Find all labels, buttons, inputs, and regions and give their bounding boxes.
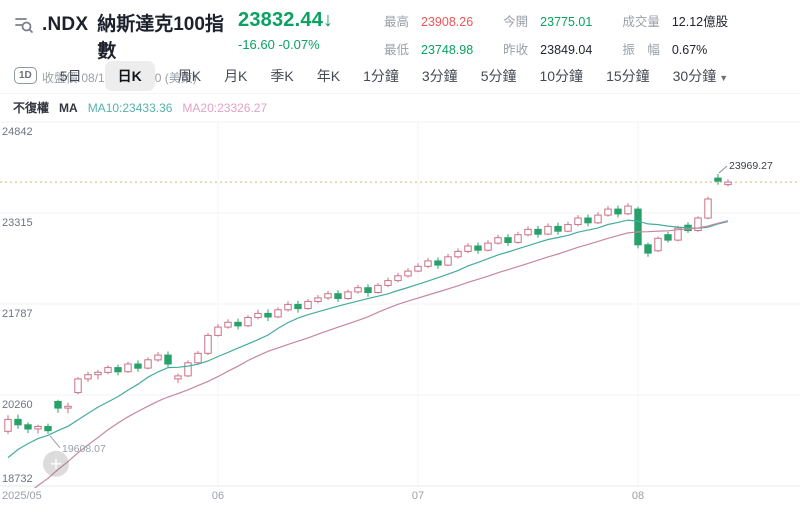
indicator-bar: 不復權 MA MA10:23433.36 MA20:23326.27 xyxy=(0,94,800,116)
svg-text:23315: 23315 xyxy=(2,217,33,229)
tab-季K[interactable]: 季K xyxy=(270,67,294,84)
svg-text:20260: 20260 xyxy=(2,399,33,411)
quote-header: .NDX 納斯達克100指數 收盤價 08/14 16:00:00 (美東) 2… xyxy=(0,0,800,85)
ticker-symbol: .NDX xyxy=(42,14,89,35)
svg-text:23969.27: 23969.27 xyxy=(729,160,773,172)
last-price: 23832.44↓ xyxy=(238,9,334,31)
svg-text:24842: 24842 xyxy=(2,126,33,138)
high-annotation: 23969.27 xyxy=(718,160,773,174)
svg-text:08: 08 xyxy=(632,490,644,502)
tab-周K[interactable]: 周K xyxy=(177,67,202,84)
tab-年K[interactable]: 年K xyxy=(316,67,341,84)
svg-text:07: 07 xyxy=(412,490,424,502)
candles xyxy=(4,174,732,435)
tab-月K[interactable]: 月K xyxy=(224,67,248,84)
tab-5分鐘[interactable]: 5分鐘 xyxy=(480,67,517,84)
ma10-value: MA10:23433.36 xyxy=(87,100,173,115)
low-annotation: 19608.07 xyxy=(43,435,106,477)
tab-5日[interactable]: 5日 xyxy=(59,67,82,84)
tab-1分鐘[interactable]: 1分鐘 xyxy=(363,67,399,84)
tab-15分鐘[interactable]: 15分鐘 xyxy=(606,67,650,84)
stat-prev-close: 昨收 23849.04 xyxy=(503,43,593,57)
tab-30分鐘[interactable]: 30分鐘 ▼ xyxy=(672,67,729,84)
stat-amplitude: 振 幅 0.67% xyxy=(622,43,708,57)
tab-3分鐘[interactable]: 3分鐘 xyxy=(421,67,458,84)
ma-indicator-label[interactable]: MA xyxy=(59,100,78,115)
close-price-label: 收盤價 xyxy=(42,71,79,85)
chart-area: 24842 23315 21787 20260 18732 2025/05 06 07 08 23… xyxy=(0,116,800,516)
tab-10分鐘[interactable]: 10分鐘 xyxy=(539,67,584,84)
stat-open: 今開 23775.01 xyxy=(503,15,593,29)
price-change: -16.60 -0.07% xyxy=(238,37,320,52)
svg-text:21787: 21787 xyxy=(2,308,33,320)
ma10-line xyxy=(7,219,729,459)
ma20-value: MA20:23326.27 xyxy=(182,100,268,115)
svg-text:19608.07: 19608.07 xyxy=(62,443,106,455)
chevron-down-icon: ▼ xyxy=(719,72,729,83)
tab-日K[interactable]: 日K xyxy=(104,60,155,91)
svg-text:06: 06 xyxy=(212,490,224,502)
svg-text:18732: 18732 xyxy=(2,473,33,485)
touch-marker-icon xyxy=(43,450,69,477)
stat-low: 最低 23748.98 xyxy=(384,43,474,57)
instrument-name: 納斯達克100指數 xyxy=(97,14,224,62)
search-list-icon[interactable] xyxy=(12,12,36,36)
chart-grid xyxy=(0,121,800,487)
adjust-mode-button[interactable]: 不復權 xyxy=(13,101,50,115)
quote-stats-grid: 最高 23908.26 今開 23775.01 成交量 12.12億股最低 23748.98… xyxy=(384,11,728,58)
axis-labels: 24842 23315 21787 20260 18732 2025/05 06 07 08 xyxy=(2,126,644,502)
period-toolbar: 1D 5日 日K 周K 月K 季K 年K 1分鐘 3分鐘 5分鐘 10分鐘 15分鐘 30分鐘 ▼ xyxy=(0,58,800,94)
range-1d-button[interactable]: 1D xyxy=(14,67,37,84)
candlestick-chart[interactable]: 24842 23315 21787 20260 18732 2025/05 06 07 08 23… xyxy=(0,116,800,516)
ma20-line xyxy=(33,220,729,488)
stat-high: 最高 23908.26 xyxy=(384,15,474,29)
down-arrow-icon: ↓ xyxy=(323,9,334,31)
svg-text:2025/05: 2025/05 xyxy=(2,490,42,502)
stat-volume: 成交量 12.12億股 xyxy=(622,15,729,29)
